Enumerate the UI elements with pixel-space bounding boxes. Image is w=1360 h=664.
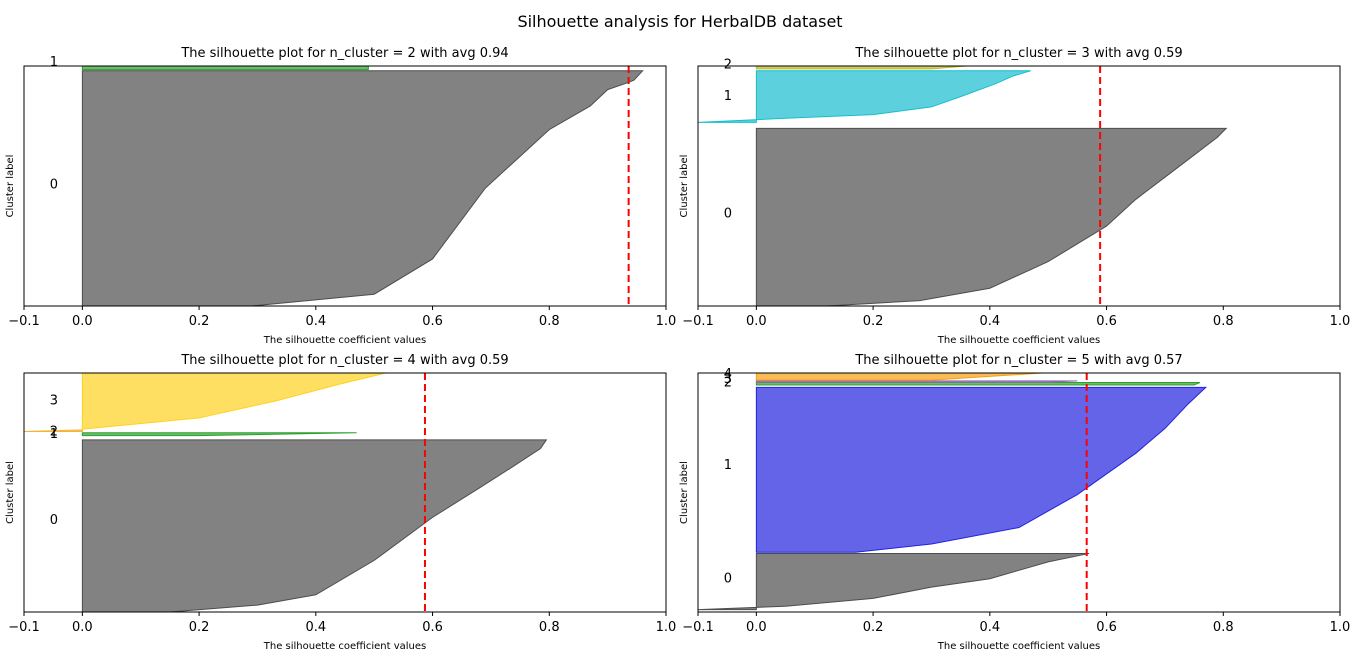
y-axis-label: Cluster label xyxy=(5,155,16,218)
cluster-0-silhouette xyxy=(81,439,548,612)
cluster-label-0: 0 xyxy=(50,513,58,528)
cluster-3-silhouette xyxy=(755,380,1078,383)
x-tick-label: 0.8 xyxy=(1213,620,1234,635)
x-tick-label: −0.1 xyxy=(682,314,714,329)
cluster-fills xyxy=(698,66,1228,306)
cluster-2-silhouette xyxy=(24,429,83,433)
x-tick-label: 1.0 xyxy=(1330,620,1351,635)
axes-frame xyxy=(23,372,667,613)
cluster-0-silhouette xyxy=(81,70,644,306)
cluster-label-1: 1 xyxy=(50,55,58,70)
cluster-label-2: 2 xyxy=(50,424,58,439)
cluster-label-2: 2 xyxy=(724,58,732,73)
subplot-title: The silhouette plot for n_cluster = 4 wi… xyxy=(180,353,508,368)
x-tick-label: 0.4 xyxy=(979,314,1000,329)
subplot-4: 0 1 234 −0.1 0.0 0.2 0.4 0.6 0.8 1.0 The silhouett… xyxy=(679,353,1350,652)
x-tick-label: 0.2 xyxy=(189,620,210,635)
cluster-label-3: 3 xyxy=(50,393,58,408)
x-tick-label: −0.1 xyxy=(8,314,40,329)
x-tick-label: 0.4 xyxy=(305,314,326,329)
cluster-label-0: 0 xyxy=(50,178,58,193)
axes-frame xyxy=(697,65,1341,307)
axes-frame xyxy=(23,65,667,307)
subplot-title: The silhouette plot for n_cluster = 2 wi… xyxy=(180,46,508,61)
cluster-label-0: 0 xyxy=(724,206,732,221)
x-axis-label: The silhouette coefficient values xyxy=(263,335,427,346)
cluster-1-silhouette xyxy=(81,66,369,71)
cluster-4-silhouette xyxy=(755,373,1043,381)
x-tick-label: 1.0 xyxy=(1330,314,1351,329)
x-tick-label: 0.0 xyxy=(746,620,767,635)
x-tick-label: 0.8 xyxy=(539,314,560,329)
x-tick-label: 0.6 xyxy=(1096,314,1117,329)
x-tick-label: 1.0 xyxy=(656,620,677,635)
x-tick-label: 0.4 xyxy=(305,620,326,635)
cluster-label-0: 0 xyxy=(724,571,732,586)
cluster-0-silhouette xyxy=(698,552,1090,611)
cluster-fills xyxy=(24,373,548,612)
cluster-1-silhouette xyxy=(698,70,1031,123)
x-tick-label: 0.0 xyxy=(72,314,93,329)
x-axis-label: The silhouette coefficient values xyxy=(937,335,1101,346)
x-tick-label: 1.0 xyxy=(656,314,677,329)
x-tick-label: 0.0 xyxy=(72,620,93,635)
subplot-2: 0 1 2 −0.1 0.0 0.2 0.4 0.6 0.8 1.0 The silhouette … xyxy=(679,46,1350,346)
x-tick-label: −0.1 xyxy=(682,620,714,635)
x-tick-label: 0.8 xyxy=(1213,314,1234,329)
cluster-label-1: 1 xyxy=(724,89,732,104)
figure-title: Silhouette analysis for HerbalDB dataset xyxy=(517,12,843,31)
cluster-label-1: 1 xyxy=(50,427,58,442)
cluster-1-silhouette xyxy=(755,386,1208,553)
y-axis-label: Cluster label xyxy=(679,155,690,218)
cluster-1-silhouette xyxy=(81,432,357,437)
cluster-label-3: 3 xyxy=(724,372,732,387)
cluster-label-1: 1 xyxy=(724,458,732,473)
x-tick-label: 0.4 xyxy=(979,620,1000,635)
cluster-2-silhouette xyxy=(755,382,1201,386)
x-tick-label: 0.0 xyxy=(746,314,767,329)
cluster-2-silhouette xyxy=(755,66,967,70)
subplot-1: 0 1 −0.1 0.0 0.2 0.4 0.6 0.8 1.0 The silhouette p… xyxy=(5,46,676,346)
x-tick-label: 0.2 xyxy=(189,314,210,329)
x-tick-label: 0.8 xyxy=(539,620,560,635)
x-axis-label: The silhouette coefficient values xyxy=(263,641,427,652)
cluster-0-silhouette xyxy=(755,127,1228,306)
subplot-title: The silhouette plot for n_cluster = 5 wi… xyxy=(854,353,1182,368)
x-tick-label: −0.1 xyxy=(8,620,40,635)
cluster-fills xyxy=(698,373,1208,611)
cluster-3-silhouette xyxy=(81,373,386,430)
x-tick-label: 0.2 xyxy=(863,314,884,329)
subplot-title: The silhouette plot for n_cluster = 3 wi… xyxy=(854,46,1182,61)
cluster-label-4: 4 xyxy=(724,367,732,382)
x-tick-label: 0.2 xyxy=(863,620,884,635)
x-axis-label: The silhouette coefficient values xyxy=(937,641,1101,652)
y-axis-label: Cluster label xyxy=(5,461,16,524)
x-tick-label: 0.6 xyxy=(422,314,443,329)
subplot-3: 0 12 3 −0.1 0.0 0.2 0.4 0.6 0.8 1.0 The silhouette… xyxy=(5,353,676,652)
x-tick-label: 0.6 xyxy=(1096,620,1117,635)
axes-frame xyxy=(697,372,1341,613)
y-axis-label: Cluster label xyxy=(679,461,690,524)
x-tick-label: 0.6 xyxy=(422,620,443,635)
cluster-fills xyxy=(81,66,644,306)
cluster-label-2: 2 xyxy=(724,375,732,390)
